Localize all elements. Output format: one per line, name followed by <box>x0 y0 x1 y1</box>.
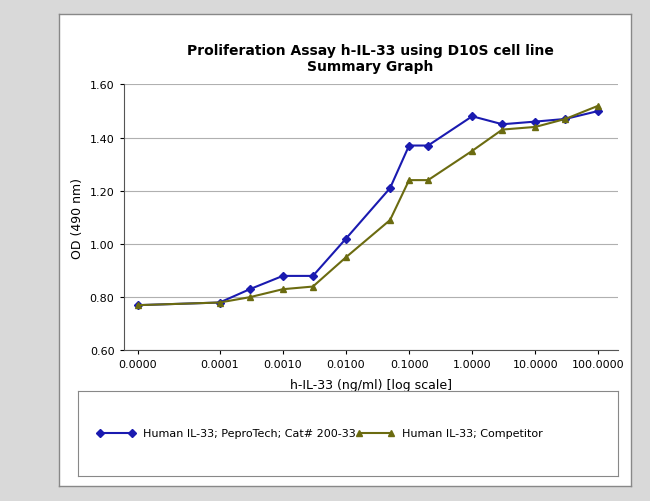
Human IL-33; PeproTech; Cat# 200-33 <box>309 274 317 280</box>
Human IL-33; PeproTech; Cat# 200-33 <box>562 117 569 123</box>
Human IL-33; Competitor <box>405 178 413 184</box>
Human IL-33; PeproTech; Cat# 200-33 <box>279 274 287 280</box>
Human IL-33; Competitor <box>532 125 539 131</box>
Human IL-33; Competitor <box>424 178 432 184</box>
Human IL-33; PeproTech; Cat# 200-33 <box>246 287 254 293</box>
Human IL-33; Competitor <box>216 300 224 306</box>
Human IL-33; PeproTech; Cat# 200-33 <box>468 114 476 120</box>
Human IL-33; Competitor <box>468 148 476 154</box>
Human IL-33; PeproTech; Cat# 200-33 <box>499 122 506 128</box>
Human IL-33; PeproTech; Cat# 200-33 <box>342 236 350 242</box>
Human IL-33; Competitor <box>562 117 569 123</box>
Text: Human IL-33; Competitor: Human IL-33; Competitor <box>402 428 543 438</box>
Human IL-33; PeproTech; Cat# 200-33 <box>386 186 394 192</box>
Human IL-33; PeproTech; Cat# 200-33 <box>134 303 142 309</box>
Human IL-33; Competitor <box>595 103 603 109</box>
Text: Human IL-33; PeproTech; Cat# 200-33: Human IL-33; PeproTech; Cat# 200-33 <box>143 428 356 438</box>
X-axis label: h-IL-33 (ng/ml) [log scale]: h-IL-33 (ng/ml) [log scale] <box>289 378 452 391</box>
Human IL-33; PeproTech; Cat# 200-33 <box>405 143 413 149</box>
Line: Human IL-33; PeproTech; Cat# 200-33: Human IL-33; PeproTech; Cat# 200-33 <box>135 109 601 308</box>
Human IL-33; Competitor <box>499 127 506 133</box>
Line: Human IL-33; Competitor: Human IL-33; Competitor <box>134 103 602 309</box>
Human IL-33; PeproTech; Cat# 200-33 <box>424 143 432 149</box>
Title: Proliferation Assay h-IL-33 using D10S cell line
Summary Graph: Proliferation Assay h-IL-33 using D10S c… <box>187 44 554 74</box>
Human IL-33; Competitor <box>342 255 350 261</box>
Y-axis label: OD (490 nm): OD (490 nm) <box>71 177 84 259</box>
Human IL-33; Competitor <box>246 295 254 301</box>
Human IL-33; Competitor <box>279 287 287 293</box>
Human IL-33; Competitor <box>309 284 317 290</box>
Human IL-33; PeproTech; Cat# 200-33 <box>595 109 603 115</box>
Human IL-33; Competitor <box>134 303 142 309</box>
Human IL-33; Competitor <box>386 217 394 223</box>
Human IL-33; PeproTech; Cat# 200-33 <box>216 300 224 306</box>
Human IL-33; PeproTech; Cat# 200-33 <box>532 119 539 125</box>
